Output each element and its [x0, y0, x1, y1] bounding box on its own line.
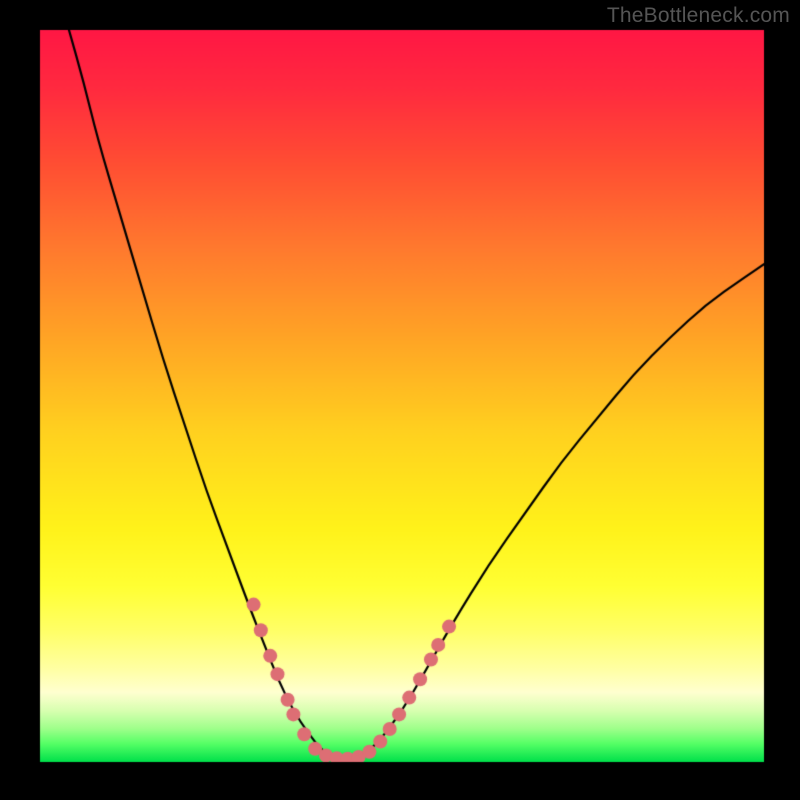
watermark-text: TheBottleneck.com: [607, 4, 790, 28]
bottleneck-chart-canvas: [0, 0, 800, 800]
